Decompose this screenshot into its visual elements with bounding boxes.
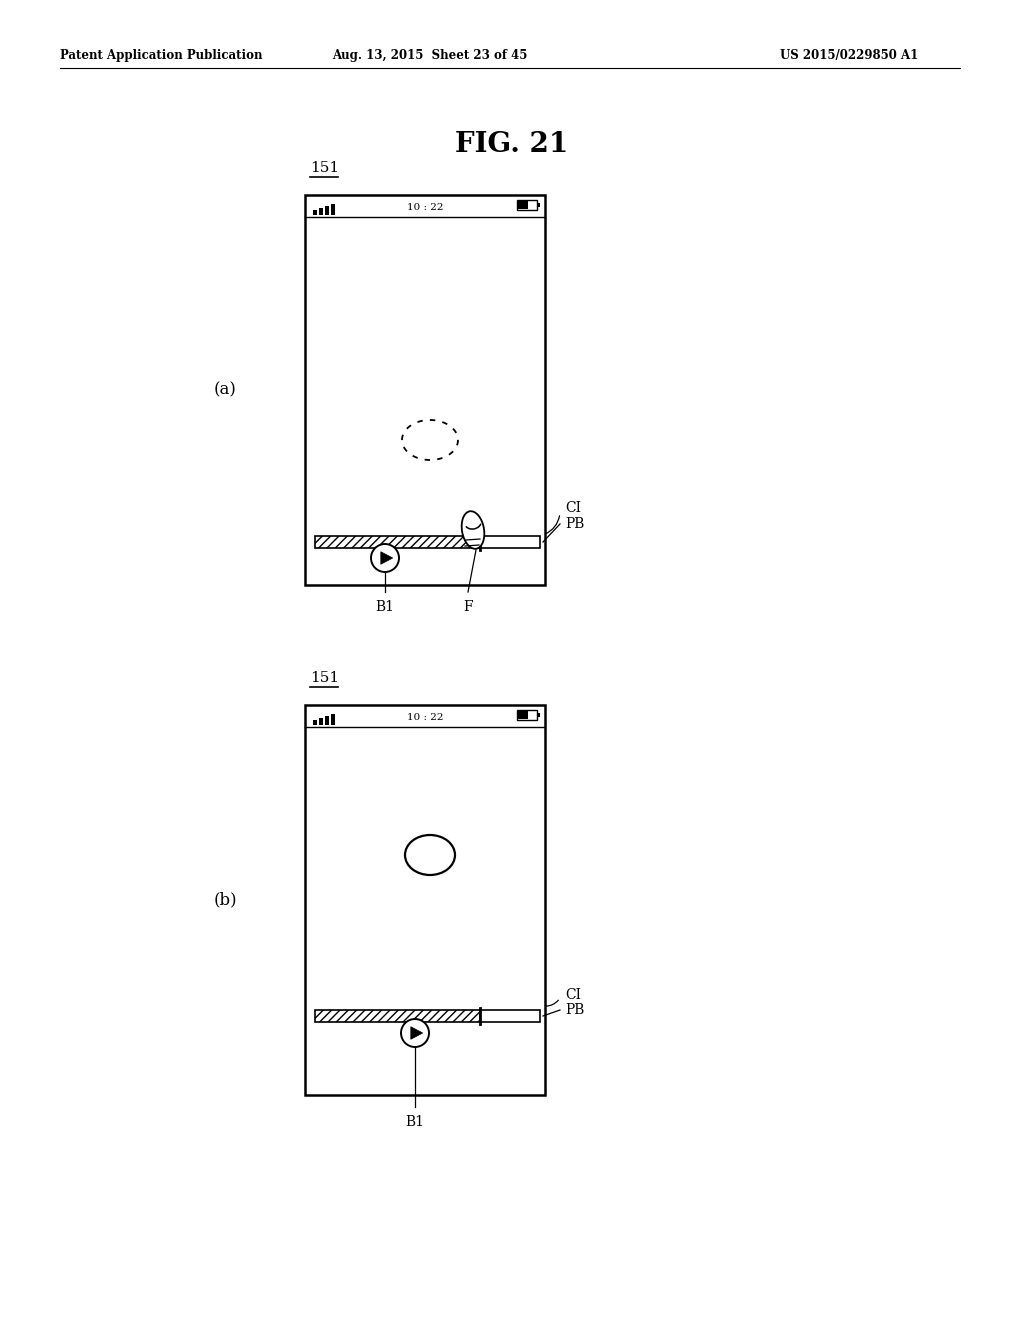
Bar [518, 711, 528, 719]
Text: CI: CI [565, 987, 581, 1002]
Bar [319, 209, 323, 215]
Text: CI: CI [565, 502, 581, 515]
Polygon shape [411, 1027, 423, 1039]
Text: FIG. 21: FIG. 21 [456, 132, 568, 158]
Bar [305, 705, 545, 1096]
Bar [331, 714, 335, 725]
Bar [517, 710, 537, 719]
Text: 10 : 22: 10 : 22 [407, 713, 443, 722]
Text: F: F [463, 601, 473, 614]
Text: Aug. 13, 2015  Sheet 23 of 45: Aug. 13, 2015 Sheet 23 of 45 [333, 49, 527, 62]
Bar [518, 201, 528, 209]
Bar [331, 205, 335, 215]
Text: PB: PB [565, 517, 585, 531]
Text: (b): (b) [213, 891, 237, 908]
Bar [313, 210, 317, 215]
Bar [480, 1010, 540, 1022]
Text: B1: B1 [376, 601, 394, 614]
Circle shape [371, 544, 399, 572]
Text: Patent Application Publication: Patent Application Publication [60, 49, 262, 62]
Ellipse shape [406, 836, 455, 875]
Bar [319, 718, 323, 725]
Bar [325, 715, 329, 725]
Bar [325, 206, 329, 215]
Text: 10 : 22: 10 : 22 [407, 202, 443, 211]
Bar [480, 536, 540, 548]
Bar [517, 201, 537, 210]
Bar [315, 536, 480, 548]
Text: 151: 151 [310, 161, 339, 176]
Bar [315, 1010, 480, 1022]
Ellipse shape [462, 511, 484, 549]
Bar [313, 719, 317, 725]
Text: B1: B1 [406, 1115, 425, 1129]
Bar [537, 203, 540, 207]
Bar [305, 195, 545, 585]
Text: (a): (a) [214, 381, 237, 399]
Text: US 2015/0229850 A1: US 2015/0229850 A1 [780, 49, 919, 62]
Bar [537, 713, 540, 717]
Text: 151: 151 [310, 671, 339, 685]
Text: PB: PB [565, 1003, 585, 1016]
Polygon shape [381, 552, 392, 565]
Circle shape [401, 1019, 429, 1047]
